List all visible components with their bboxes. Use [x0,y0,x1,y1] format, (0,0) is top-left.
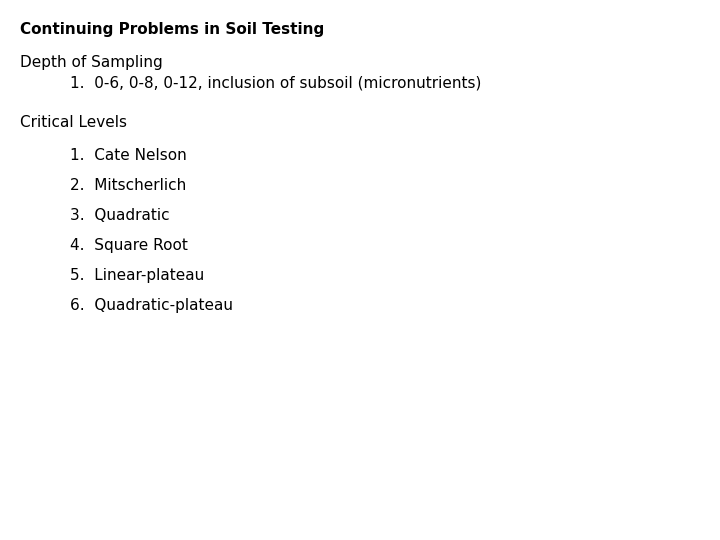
Text: Depth of Sampling: Depth of Sampling [20,55,163,70]
Text: 3.  Quadratic: 3. Quadratic [70,208,170,223]
Text: Continuing Problems in Soil Testing: Continuing Problems in Soil Testing [20,22,324,37]
Text: 2.  Mitscherlich: 2. Mitscherlich [70,178,186,193]
Text: 6.  Quadratic-plateau: 6. Quadratic-plateau [70,298,233,313]
Text: 1.  Cate Nelson: 1. Cate Nelson [70,148,186,163]
Text: Critical Levels: Critical Levels [20,115,127,130]
Text: 1.  0-6, 0-8, 0-12, inclusion of subsoil (micronutrients): 1. 0-6, 0-8, 0-12, inclusion of subsoil … [70,75,482,90]
Text: 5.  Linear-plateau: 5. Linear-plateau [70,268,204,283]
Text: 4.  Square Root: 4. Square Root [70,238,188,253]
